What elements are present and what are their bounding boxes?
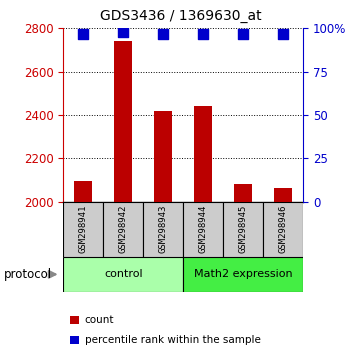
Point xyxy=(280,31,286,36)
Bar xyxy=(74,181,92,202)
Point xyxy=(80,31,86,36)
Bar xyxy=(63,202,103,257)
Text: protocol: protocol xyxy=(4,268,52,281)
Bar xyxy=(274,188,292,202)
Text: count: count xyxy=(85,315,114,325)
Bar xyxy=(183,202,223,257)
Text: GDS3436 / 1369630_at: GDS3436 / 1369630_at xyxy=(100,9,261,23)
Text: GSM298944: GSM298944 xyxy=(199,205,208,253)
Bar xyxy=(194,106,212,202)
Text: GSM298942: GSM298942 xyxy=(119,205,128,253)
Bar xyxy=(223,202,263,257)
Text: GSM298943: GSM298943 xyxy=(159,205,168,253)
Bar xyxy=(143,202,183,257)
Bar xyxy=(63,257,183,292)
Point xyxy=(200,31,206,36)
Text: percentile rank within the sample: percentile rank within the sample xyxy=(85,335,261,345)
Bar xyxy=(234,184,252,202)
Text: GSM298941: GSM298941 xyxy=(79,205,88,253)
Bar xyxy=(154,111,172,202)
Point xyxy=(160,31,166,36)
Text: GSM298946: GSM298946 xyxy=(279,205,288,253)
Point xyxy=(240,31,246,36)
Text: GSM298945: GSM298945 xyxy=(239,205,248,253)
Point xyxy=(120,29,126,35)
Text: control: control xyxy=(104,269,143,279)
Bar xyxy=(103,202,143,257)
Bar xyxy=(114,41,132,202)
Bar xyxy=(183,257,303,292)
Bar xyxy=(263,202,303,257)
Text: Math2 expression: Math2 expression xyxy=(194,269,292,279)
